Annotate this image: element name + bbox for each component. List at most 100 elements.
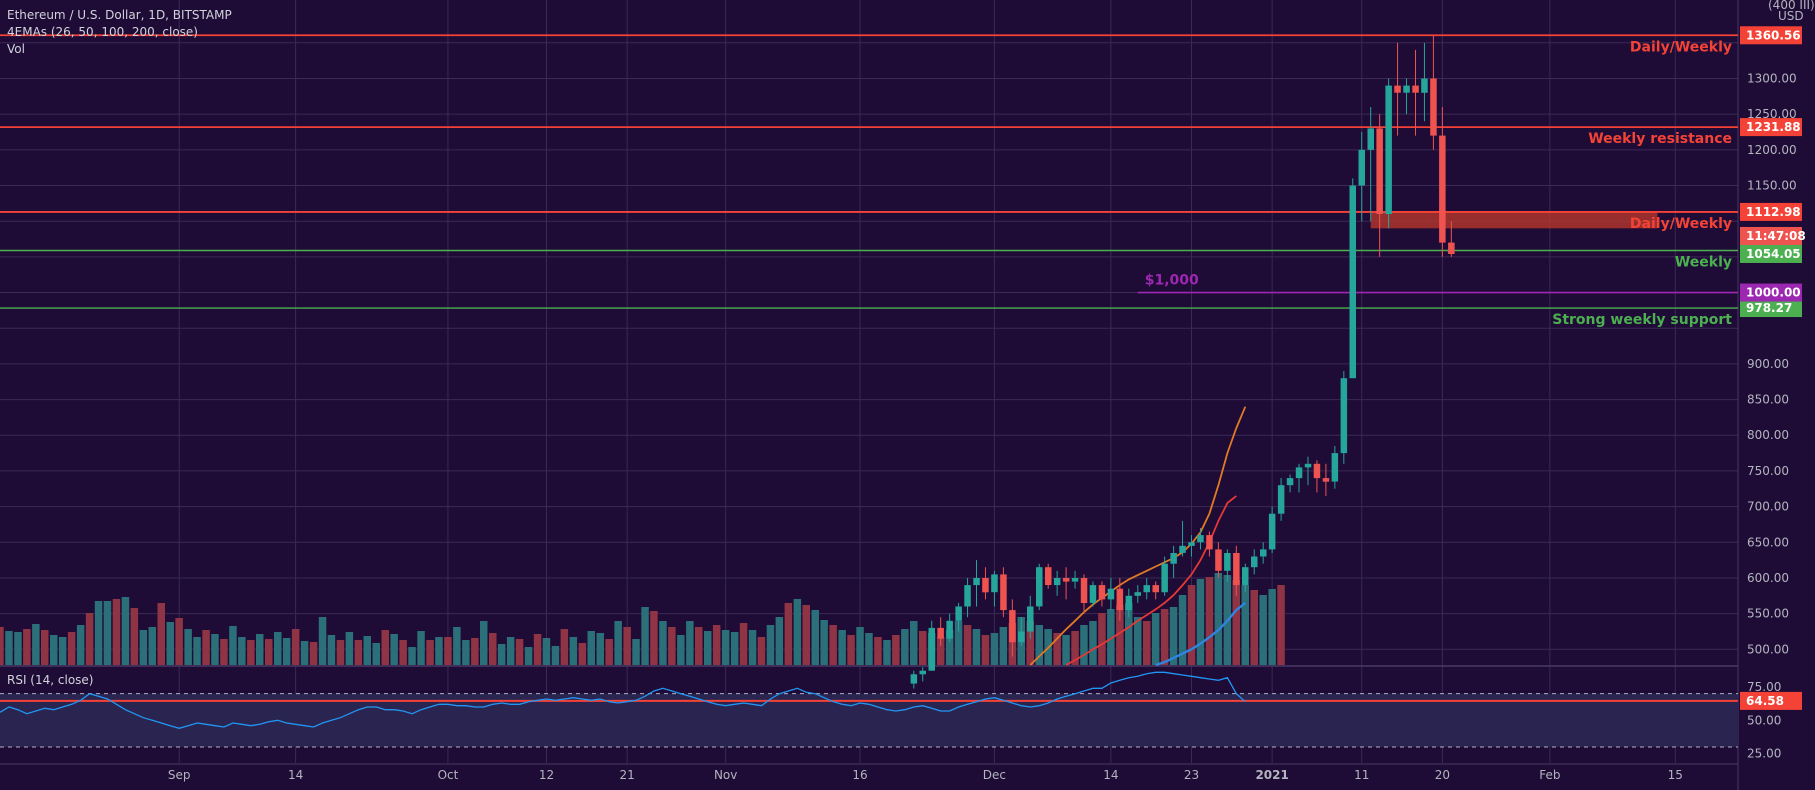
candle-body — [928, 627, 935, 671]
volume-bar — [1080, 625, 1088, 665]
candle-body — [1385, 85, 1392, 214]
candle-body — [1430, 78, 1437, 136]
volume-bar — [399, 640, 407, 665]
volume-bar — [686, 621, 694, 665]
volume-bar — [1160, 609, 1169, 665]
rsi-resistance-tag: 64.58 — [1746, 694, 1784, 708]
price-tick-label: 1250.00 — [1747, 107, 1797, 121]
weekly-resistance-tag: 1231.88 — [1746, 120, 1801, 134]
rsi-label: RSI (14, close) — [7, 673, 93, 687]
weekly-resistance-annotation: Weekly resistance — [1588, 131, 1732, 147]
volume-bar — [1151, 613, 1160, 665]
volume-bar — [1205, 577, 1214, 665]
current-price-tag: 1054.05 — [1746, 247, 1801, 261]
candle-body — [1098, 585, 1106, 600]
volume-bar — [784, 603, 793, 665]
candle-body — [1125, 595, 1133, 611]
time-axis: Sep 14 Oct 12 21 Nov 16 Dec 14 23 2021 11 20 Feb 15 — [168, 768, 1683, 782]
volume-bar — [515, 639, 524, 665]
candle-body — [1439, 135, 1446, 243]
candle-body — [1376, 128, 1383, 214]
rsi-pane — [0, 671, 1738, 748]
volume-bar — [462, 640, 470, 665]
time-tick-label: Dec — [983, 768, 1006, 782]
volume-bar — [1277, 585, 1285, 665]
volume-bar — [408, 647, 416, 665]
volume-bar — [1178, 595, 1187, 665]
time-tick-label: 23 — [1184, 768, 1199, 782]
volume-bar — [793, 599, 802, 665]
candle-body — [1143, 585, 1150, 593]
volume-bar — [453, 627, 461, 665]
volume-bar — [300, 641, 309, 665]
volume-bar — [336, 640, 345, 665]
time-tick-label: 2021 — [1255, 768, 1288, 782]
time-tick-label: 15 — [1668, 768, 1683, 782]
rsi-line — [0, 671, 1246, 729]
volume-bar — [435, 637, 443, 665]
price-axis: 500.00 550.00 600.00 650.00 700.00 750.00 800.… — [1739, 0, 1815, 790]
volume-bar — [1116, 605, 1124, 665]
volume-bar — [247, 640, 255, 665]
volume-bar — [318, 617, 327, 665]
volume-bar — [704, 631, 712, 665]
volume-bar — [641, 607, 649, 665]
ema-line-1 — [1029, 406, 1247, 666]
volume-bar — [426, 640, 434, 665]
time-tick-label: 12 — [539, 768, 554, 782]
psych-level-tag-bg — [1740, 283, 1802, 302]
candle-body — [1188, 542, 1195, 546]
candle-body — [1268, 513, 1276, 550]
candle-body — [1080, 578, 1088, 603]
candle-body — [1295, 467, 1303, 479]
candle-body — [1340, 378, 1348, 454]
weekly-support-annotation: Weekly — [1675, 254, 1732, 270]
time-tick-label: Feb — [1539, 768, 1560, 782]
price-tick-label: 550.00 — [1747, 607, 1789, 621]
volume-bar — [444, 637, 452, 665]
strong-weekly-support-tag-bg — [1740, 299, 1802, 318]
volume-bar — [1089, 621, 1097, 665]
candle-body — [1322, 478, 1330, 482]
volume-bar — [1062, 635, 1070, 665]
volume-bar — [1026, 621, 1034, 665]
volume-bar — [0, 627, 4, 665]
price-tick-label: 650.00 — [1747, 535, 1789, 549]
volume-bar — [139, 630, 148, 665]
volume-bar — [533, 634, 542, 665]
volume-bar — [614, 621, 622, 665]
time-tick-label: Nov — [714, 768, 737, 782]
legend: Ethereum / U.S. Dollar, 1D, BITSTAMP 4EM… — [7, 8, 232, 687]
volume-bar — [480, 621, 488, 665]
current-price-tag-bg — [1740, 244, 1802, 263]
candle-body — [1000, 574, 1007, 611]
candle-body — [1394, 85, 1401, 93]
volume-bar — [775, 617, 784, 665]
price-tick-label: 600.00 — [1747, 571, 1789, 585]
volume-bar — [256, 634, 264, 665]
volume-bar — [668, 627, 676, 665]
volume-bar — [1071, 631, 1079, 665]
volume-bar — [148, 627, 156, 665]
volume-bar — [506, 637, 515, 665]
candle-body — [1233, 553, 1240, 586]
currency-label: USD — [1778, 9, 1804, 23]
price-tick-label: 750.00 — [1747, 464, 1789, 478]
candle-body — [1224, 553, 1231, 571]
volume-bar — [721, 630, 730, 665]
volume-bar — [838, 630, 846, 665]
volume-bar — [650, 611, 658, 665]
volume-bar — [363, 636, 371, 665]
daily-weekly-mid-tag: 1112.98 — [1746, 205, 1801, 219]
volume-bar — [936, 637, 945, 665]
volume-bar — [910, 621, 918, 665]
volume-bar — [202, 630, 210, 665]
time-tick-label: 14 — [288, 768, 303, 782]
candle-body — [1018, 631, 1025, 643]
volume-bar — [990, 633, 999, 665]
candle-body — [1367, 128, 1374, 150]
volume-bar — [981, 635, 990, 665]
price-tick-label: 850.00 — [1747, 393, 1789, 407]
